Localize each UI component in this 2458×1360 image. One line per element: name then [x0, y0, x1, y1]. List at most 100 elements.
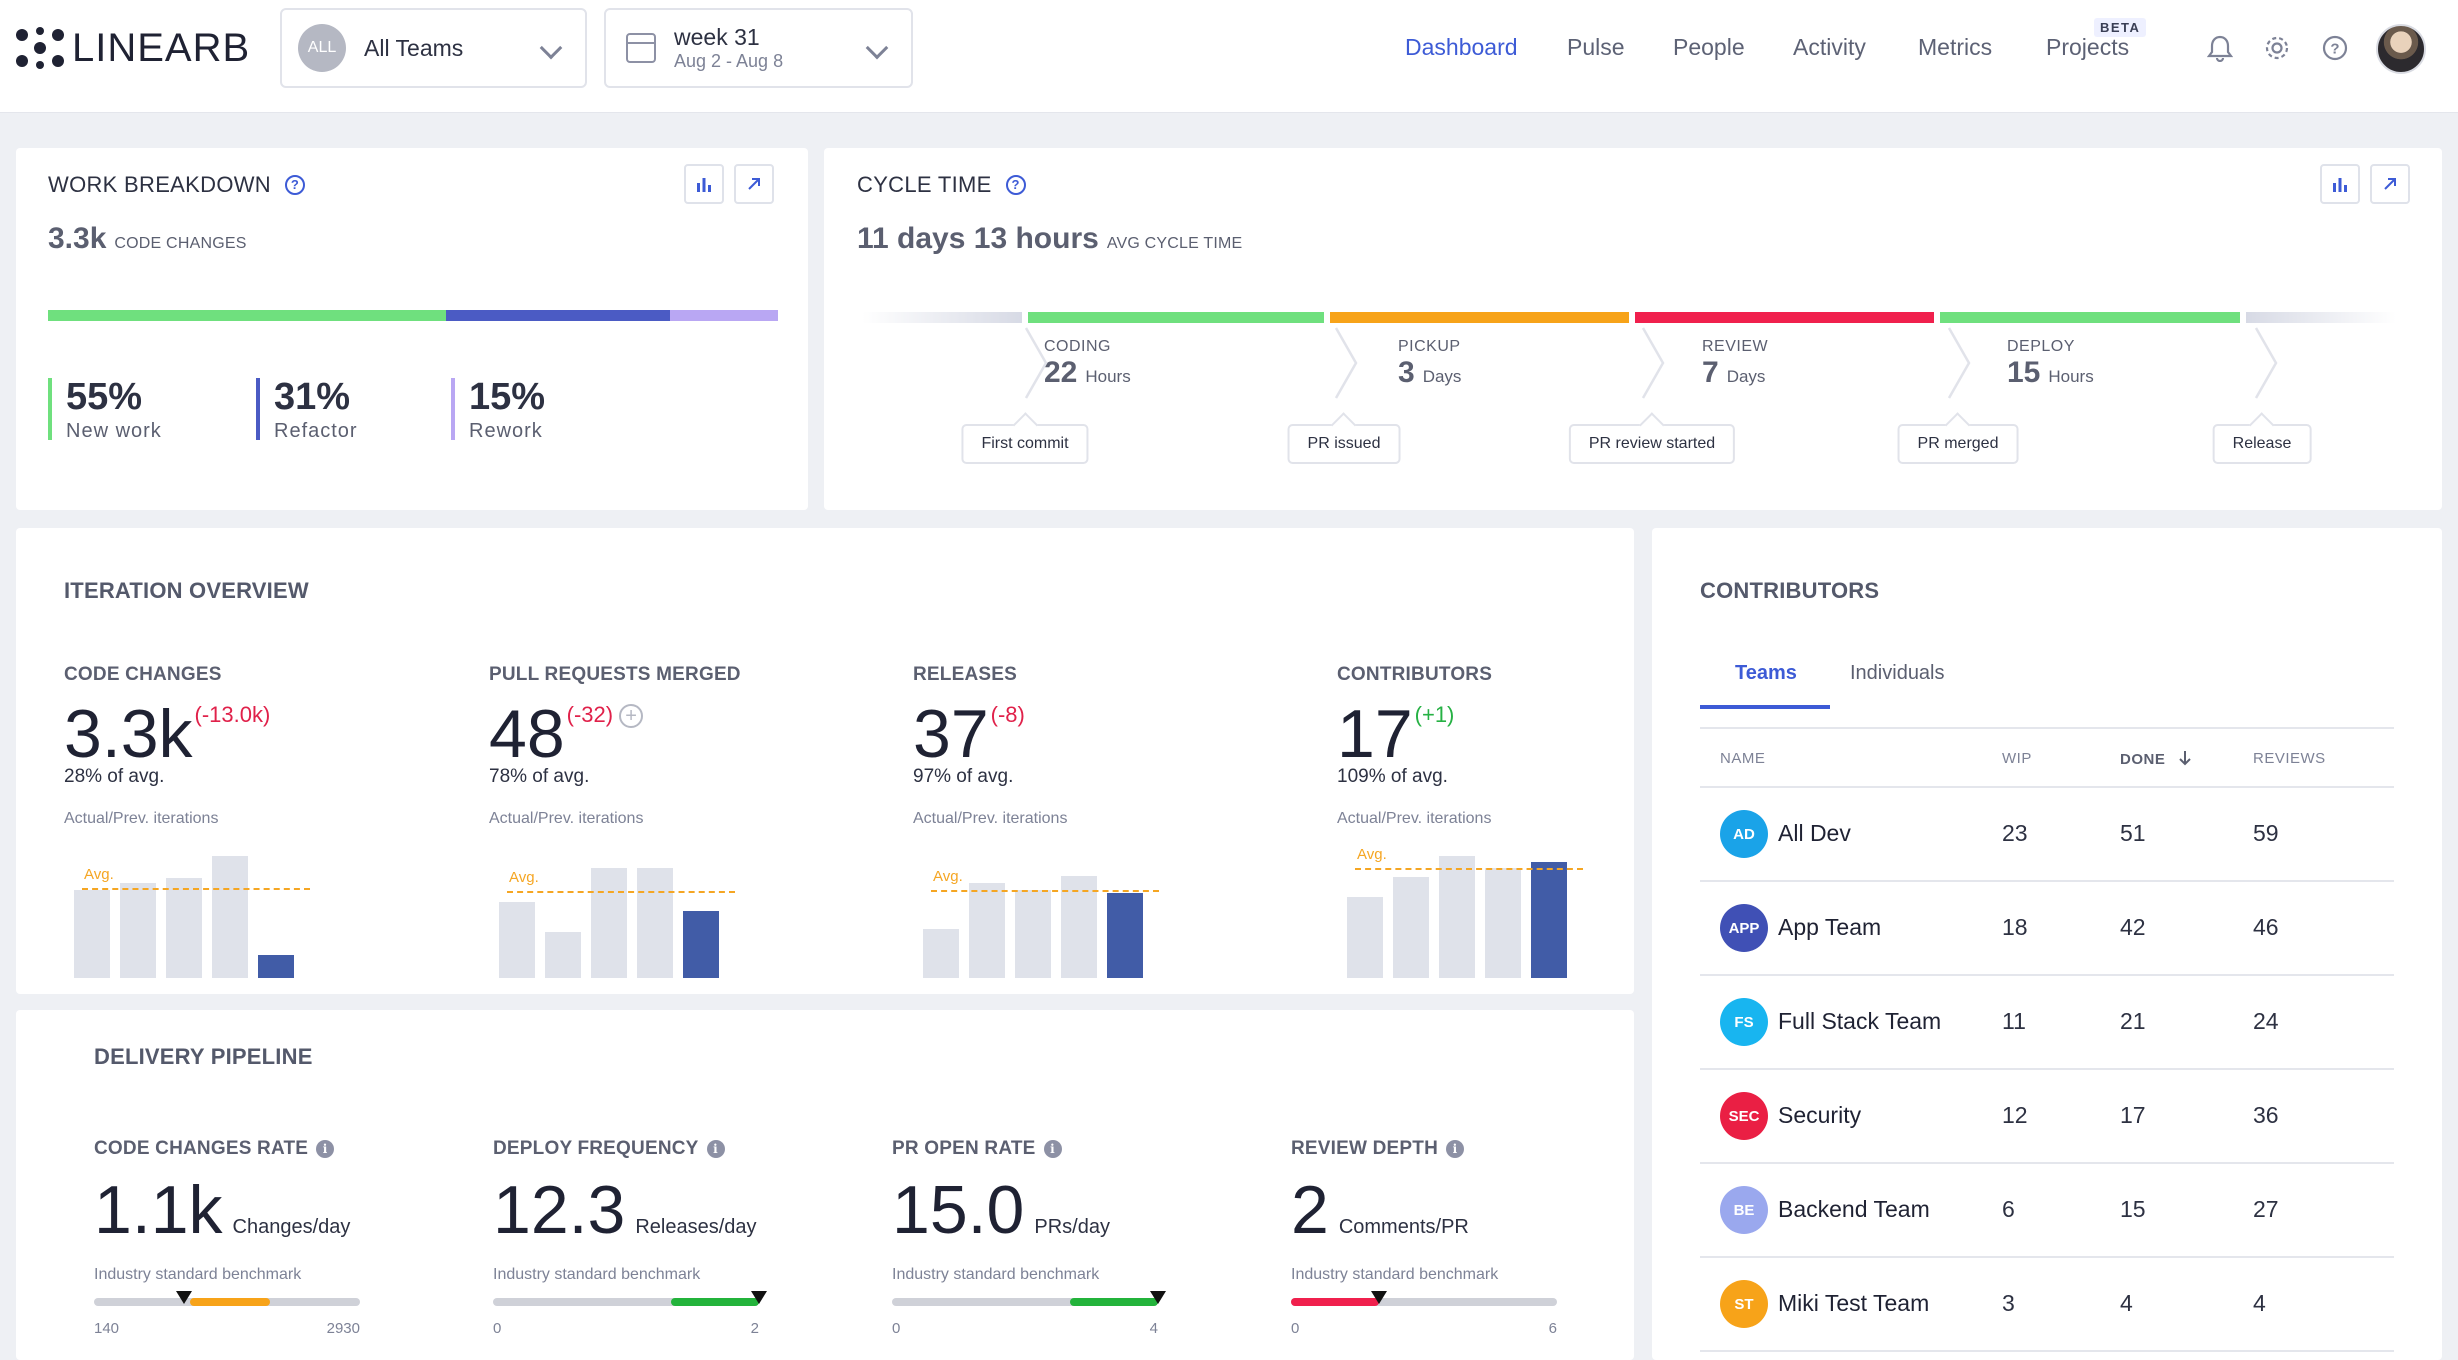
bar-chart-icon — [697, 178, 711, 192]
pipeline-metric-unit: Comments/PR — [1338, 1216, 1469, 1238]
pipeline-metric-name: REVIEW DEPTH i — [1291, 1138, 1571, 1160]
nav-activity[interactable]: Activity — [1793, 34, 1866, 60]
table-row[interactable]: APP App Team 18 42 46 — [1700, 882, 2394, 976]
info-icon[interactable]: i — [1446, 1140, 1465, 1158]
tab-individuals[interactable]: Individuals — [1850, 662, 1945, 684]
cycle-stage-segment — [1028, 312, 1324, 323]
cycle-lead-out — [2246, 312, 2396, 323]
team-avatar: BE — [1720, 1186, 1768, 1234]
gear-icon[interactable] — [2263, 34, 2291, 62]
breakdown-item: 55% New work — [48, 378, 162, 442]
tab-teams[interactable]: Teams — [1735, 662, 1797, 684]
pipeline-metric-value: 15.0 PRs/day — [892, 1176, 1172, 1244]
iteration-mini-bar-chart: Avg. — [923, 840, 1163, 978]
iteration-metric-caption: Actual/Prev. iterations — [913, 810, 1068, 827]
column-header-reviews[interactable]: REVIEWS — [2253, 750, 2326, 767]
cycle-stage-value: 3 Days — [1398, 356, 1461, 390]
table-row[interactable]: FS Full Stack Team 11 21 24 — [1700, 976, 2394, 1070]
week-selector[interactable]: week 31 Aug 2 - Aug 8 — [604, 8, 913, 88]
expand-button[interactable] — [734, 164, 774, 204]
avg-cycle-time-unit: AVG CYCLE TIME — [1106, 235, 1243, 252]
table-row[interactable]: BE Backend Team 6 15 27 — [1700, 1164, 2394, 1258]
nav-pulse[interactable]: Pulse — [1567, 34, 1625, 60]
reviews-count: 4 — [2253, 1290, 2266, 1316]
bell-icon[interactable] — [2206, 34, 2234, 62]
cycle-stage-value: 7 Days — [1702, 356, 1768, 390]
iteration-bar — [74, 890, 110, 978]
pipeline-metric-name: DEPLOY FREQUENCY i — [493, 1138, 773, 1160]
iteration-metric-delta: (-13.0k) — [194, 702, 271, 727]
user-avatar[interactable] — [2376, 24, 2426, 74]
pipeline-metric-name-text: CODE CHANGES RATE — [94, 1138, 309, 1159]
info-icon[interactable]: i — [706, 1140, 725, 1158]
done-count: 51 — [2120, 820, 2146, 846]
cycle-stage: REVIEW 7 Days — [1702, 338, 1768, 390]
info-icon[interactable]: i — [316, 1140, 335, 1158]
wip-count: 3 — [2002, 1290, 2015, 1316]
help-icon[interactable]: ? — [2321, 34, 2349, 62]
iteration-metric-avg: 78% of avg. — [489, 766, 590, 787]
average-line — [507, 891, 735, 894]
pipeline-metric-number: 1.1k — [94, 1172, 223, 1248]
gauge-min-label: 140 — [94, 1320, 120, 1337]
stage-divider-chevron-icon — [2254, 326, 2286, 400]
contributors-card — [1652, 528, 2442, 1360]
team-name[interactable]: Miki Test Team — [1778, 1290, 1930, 1316]
linearb-logo[interactable]: LINEARB — [14, 26, 250, 70]
breakdown-item: 15% Rework — [451, 376, 546, 442]
iteration-metric: CONTRIBUTORS 17 (+1) 109% of avg. Actual/Pre… — [1337, 664, 1627, 828]
pipeline-metric-number: 2 — [1291, 1172, 1329, 1248]
column-header-name[interactable]: NAME — [1720, 750, 1766, 767]
bar-chart-button[interactable] — [2320, 164, 2360, 204]
nav-projects[interactable]: Projects — [2046, 34, 2130, 60]
column-header-done[interactable]: DONE — [2120, 750, 2192, 768]
pipeline-metric-number: 12.3 — [493, 1172, 626, 1248]
add-circle-icon[interactable]: + — [619, 704, 644, 728]
stage-divider-chevron-icon — [1641, 326, 1673, 400]
gauge-max-label: 2 — [750, 1320, 759, 1337]
iteration-bar — [545, 931, 581, 978]
breakdown-color-line — [451, 378, 455, 440]
pipeline-metric: PR OPEN RATE i 15.0 PRs/day Industry standar… — [892, 1138, 1172, 1284]
iteration-overview-title: ITERATION OVERVIEW — [64, 578, 309, 603]
beta-badge: BETA — [2094, 18, 2147, 37]
nav-metrics[interactable]: Metrics — [1918, 34, 1993, 60]
benchmark-label: Industry standard benchmark — [94, 1266, 302, 1283]
iteration-metric-name: CONTRIBUTORS — [1337, 664, 1493, 685]
help-circle-icon[interactable]: ? — [1005, 174, 1026, 195]
team-name[interactable]: Full Stack Team — [1778, 1008, 1942, 1034]
breakdown-segment — [445, 310, 670, 321]
pipeline-metric-name-text: REVIEW DEPTH — [1291, 1138, 1439, 1159]
expand-button[interactable] — [2370, 164, 2410, 204]
iteration-metric-value: 3.3k (-13.0k) — [64, 700, 354, 768]
iteration-metric-caption: Actual/Prev. iterations — [64, 810, 219, 827]
column-header-wip[interactable]: WIP — [2002, 750, 2032, 767]
info-icon[interactable]: i — [1043, 1140, 1062, 1158]
benchmark-label: Industry standard benchmark — [493, 1266, 701, 1283]
bar-chart-button[interactable] — [684, 164, 724, 204]
wip-count: 6 — [2002, 1196, 2015, 1222]
iteration-metric-delta: (+1) — [1414, 702, 1455, 727]
gauge-min-label: 0 — [493, 1320, 502, 1337]
average-label: Avg. — [84, 865, 114, 883]
iteration-metric-delta: (-32) — [566, 702, 614, 727]
table-row[interactable]: ST Miki Test Team 3 4 4 — [1700, 1258, 2394, 1352]
done-count: 4 — [2120, 1290, 2133, 1316]
iteration-metric-caption: Actual/Prev. iterations — [1337, 810, 1492, 827]
nav-people[interactable]: People — [1673, 34, 1745, 60]
iteration-bar — [166, 877, 202, 978]
team-selector[interactable]: ALL All Teams — [280, 8, 587, 88]
team-name[interactable]: Security — [1778, 1102, 1862, 1128]
help-circle-icon[interactable]: ? — [285, 174, 305, 195]
table-row[interactable]: SEC Security 12 17 36 — [1700, 1070, 2394, 1164]
team-name[interactable]: Backend Team — [1778, 1196, 1930, 1222]
iteration-mini-bar-chart: Avg. — [74, 840, 314, 978]
team-name[interactable]: App Team — [1778, 914, 1882, 940]
table-row[interactable]: AD All Dev 23 51 59 — [1700, 788, 2394, 882]
cycle-stage-segment — [1330, 312, 1629, 323]
tabs-divider — [1700, 727, 2394, 729]
cycle-stage-value: 22 Hours — [1044, 356, 1131, 390]
team-name[interactable]: All Dev — [1778, 820, 1851, 846]
breakdown-percent: 15% — [469, 376, 546, 418]
nav-dashboard[interactable]: Dashboard — [1405, 34, 1518, 60]
